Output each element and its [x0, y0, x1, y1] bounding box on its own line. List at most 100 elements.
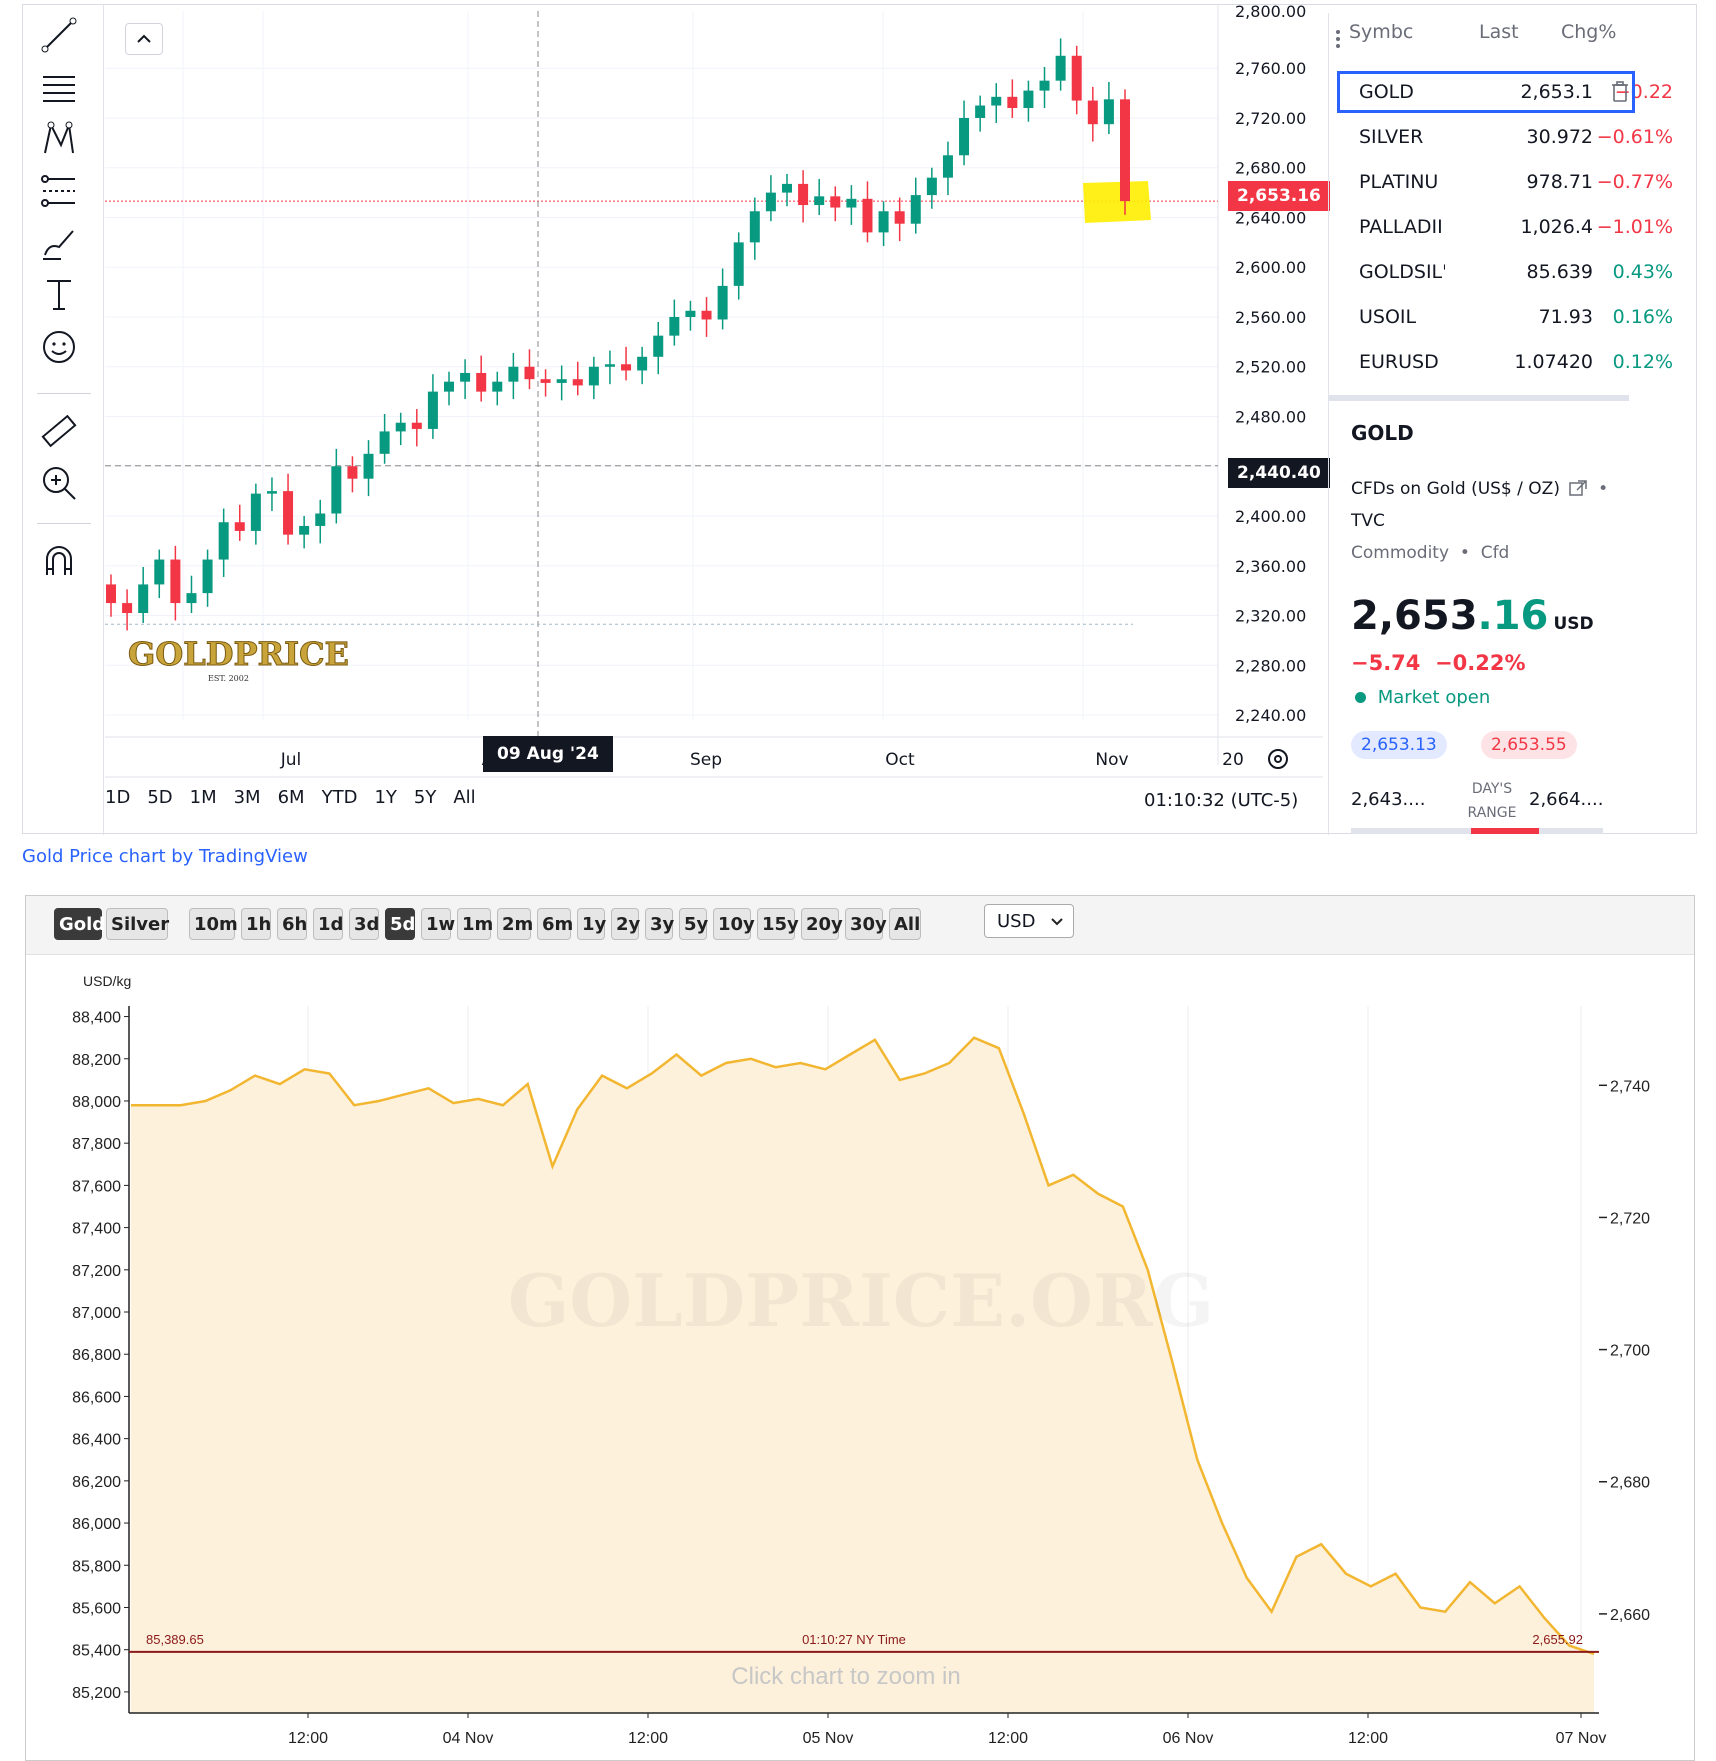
range-1m[interactable]: 1M: [189, 786, 217, 808]
goldprice-chart[interactable]: USD/kg 88,400 88,200 88,000 87,800 87,600 87,4…: [26, 896, 1694, 1760]
range-button-3y[interactable]: 3y: [645, 908, 674, 940]
range-button-6h[interactable]: 6h: [277, 908, 307, 940]
range-button-2m[interactable]: 2m: [497, 908, 533, 940]
range-button-2y[interactable]: 2y: [611, 908, 640, 940]
watchlist-row-eurusd[interactable]: EURUSD 1.07420 0.12%: [1337, 341, 1697, 385]
fib-lines-icon[interactable]: [37, 65, 81, 109]
watchlist-row-goldsil[interactable]: GOLDSIL' 85.639 0.43%: [1337, 251, 1697, 295]
range-button-1h[interactable]: 1h: [241, 908, 271, 940]
range-button-20y[interactable]: 20y: [801, 908, 843, 940]
external-link-icon[interactable]: [1569, 480, 1588, 496]
ruler-icon[interactable]: [37, 409, 81, 453]
row-symbol: GOLDSIL': [1359, 261, 1445, 283]
y-unit-label: USD/kg: [83, 973, 131, 989]
detail-exchange[interactable]: TVC: [1351, 511, 1385, 531]
candle-body: [749, 211, 760, 243]
drag-handle-icon[interactable]: [1335, 29, 1341, 49]
row-symbol: GOLD: [1359, 81, 1414, 103]
tradingview-widget: 2,760.00 2,720.00 2,680.00 2,640.00 2,600.00…: [22, 4, 1697, 835]
x-axis-label: 12:00: [628, 1730, 668, 1747]
column-symbol[interactable]: Symbc: [1349, 21, 1414, 43]
price-axis-label: 2,600.00: [1235, 258, 1306, 277]
text-icon[interactable]: [37, 273, 81, 317]
range-button-10y[interactable]: 10y: [713, 908, 755, 940]
candle-body: [186, 593, 197, 604]
left-axis-label: 87,400: [72, 1221, 121, 1238]
price-axis-label: 2,760.00: [1235, 59, 1306, 78]
day-high: 2,664....: [1529, 789, 1604, 810]
status-dot-icon: [1355, 692, 1366, 703]
candle-body: [991, 96, 1002, 106]
range-button-3d[interactable]: 3d: [349, 908, 379, 940]
detail-name[interactable]: CFDs on Gold (US$ / OZ): [1351, 479, 1560, 499]
candle-body: [814, 196, 825, 206]
range-5y[interactable]: 5Y: [413, 786, 437, 808]
range-button-1w[interactable]: 1w: [421, 908, 455, 940]
detail-type: Commodity: [1351, 543, 1450, 563]
zoom-in-icon[interactable]: [37, 461, 81, 505]
detail-change: −5.74: [1351, 651, 1421, 675]
range-6m[interactable]: 6M: [277, 786, 305, 808]
range-button-10m[interactable]: 10m: [189, 908, 238, 940]
price-chart[interactable]: 2,760.00 2,720.00 2,680.00 2,640.00 2,600.00…: [23, 5, 1323, 835]
range-1d[interactable]: 1D: [105, 786, 131, 808]
watchlist-row-silver[interactable]: SILVER 30.972 −0.61%: [1337, 116, 1697, 160]
candle-body: [427, 391, 438, 429]
range-button-5y[interactable]: 5y: [679, 908, 708, 940]
zoom-hint[interactable]: Click chart to zoom in: [731, 1663, 960, 1690]
chart-time[interactable]: 01:10:32 (UTC-5): [1144, 790, 1299, 811]
emoji-icon[interactable]: [37, 325, 81, 369]
currency-select[interactable]: USD: [984, 904, 1074, 938]
watchlist-row-usoil[interactable]: USOIL 71.93 0.16%: [1337, 296, 1697, 340]
candle-body: [765, 192, 776, 212]
price-axis-label: 2,640.00: [1235, 208, 1306, 227]
brush-icon[interactable]: [37, 221, 81, 265]
range-button-5d[interactable]: 5d: [385, 908, 415, 940]
watchlist-row-platinu[interactable]: PLATINU 978.71 −0.77%: [1337, 161, 1697, 205]
left-axis-label: 88,000: [72, 1094, 121, 1111]
column-change[interactable]: Chg%: [1561, 21, 1617, 43]
candle-body: [299, 525, 310, 535]
metal-button-gold[interactable]: Gold: [54, 908, 105, 940]
candle-body: [524, 366, 535, 380]
magnet-icon[interactable]: [37, 539, 81, 583]
candle-body: [1087, 100, 1098, 125]
left-axis-label: 85,600: [72, 1600, 121, 1617]
range-ytd[interactable]: YTD: [321, 786, 358, 808]
range-button-15y[interactable]: 15y: [757, 908, 799, 940]
row-symbol: PALLADII: [1359, 216, 1443, 238]
time-axis-label: Nov: [1095, 750, 1128, 770]
market-status: Market open: [1377, 687, 1491, 708]
candle-body: [701, 310, 712, 320]
left-axis-label: 85,400: [72, 1643, 121, 1660]
metal-button-silver[interactable]: Silver: [106, 908, 169, 940]
range-all[interactable]: All: [453, 786, 476, 808]
range-button-1m[interactable]: 1m: [457, 908, 493, 940]
range-button-6m[interactable]: 6m: [537, 908, 573, 940]
range-3m[interactable]: 3M: [233, 786, 261, 808]
chart-settings-icon[interactable]: [1268, 749, 1288, 769]
candle-body: [862, 198, 873, 233]
pattern-icon[interactable]: [37, 117, 81, 161]
candle-body: [975, 105, 986, 118]
watchlist-row-palladii[interactable]: PALLADII 1,026.4 −1.01%: [1337, 206, 1697, 250]
range-button-30y[interactable]: 30y: [845, 908, 887, 940]
trend-line-icon[interactable]: [37, 13, 81, 57]
tradingview-caption-link[interactable]: Gold Price chart by TradingView: [22, 846, 308, 867]
range-button-1d[interactable]: 1d: [313, 908, 343, 940]
range-5d[interactable]: 5D: [147, 786, 173, 808]
row-last: 85.639: [1526, 261, 1593, 283]
candle-body: [250, 493, 261, 531]
collapse-button[interactable]: [125, 23, 163, 55]
trash-icon[interactable]: [1611, 81, 1629, 103]
candle-body: [331, 466, 342, 514]
column-last[interactable]: Last: [1479, 21, 1519, 43]
row-symbol: USOIL: [1359, 306, 1417, 328]
range-1y[interactable]: 1Y: [374, 786, 397, 808]
range-button-1y[interactable]: 1y: [577, 908, 606, 940]
range-button-all[interactable]: All: [889, 908, 921, 940]
plot-area[interactable]: [105, 11, 1218, 720]
reference-left-value: 85,389.65: [146, 1632, 204, 1647]
prediction-icon[interactable]: [37, 169, 81, 213]
watchlist-row-gold[interactable]: GOLD 2,653.1 −0.22: [1337, 71, 1697, 115]
